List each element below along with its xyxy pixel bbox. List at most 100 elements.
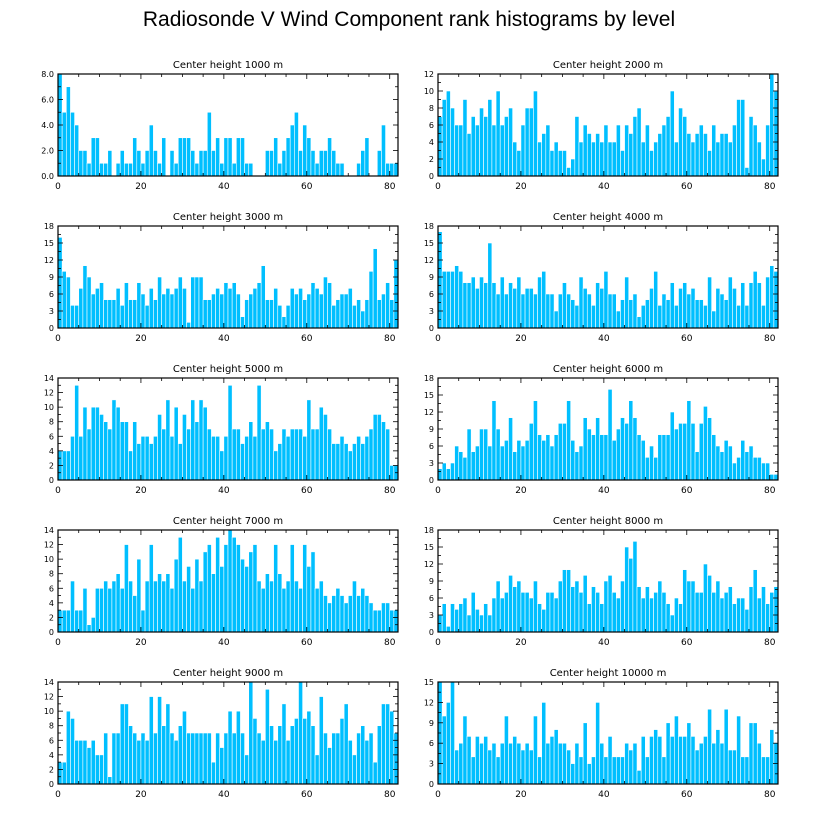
histogram-bar bbox=[545, 124, 551, 177]
histogram-bar bbox=[732, 603, 737, 633]
histogram-bar bbox=[765, 462, 771, 481]
histogram-bar bbox=[566, 569, 571, 633]
histogram-bar bbox=[740, 440, 746, 481]
histogram-bar bbox=[703, 305, 708, 329]
chart-panel-7: Center height 7000 m 0 20 40 60 80 0 2 4 6 8 10 12 14 bbox=[44, 516, 399, 648]
histogram-bar bbox=[347, 450, 353, 481]
histogram-bar bbox=[314, 428, 320, 481]
histogram-bar bbox=[504, 116, 509, 177]
x-tick-label: 0 bbox=[435, 790, 441, 800]
histogram-bar bbox=[256, 580, 262, 633]
histogram-bar bbox=[512, 141, 518, 177]
histogram-bar bbox=[360, 150, 366, 177]
histogram-bar bbox=[177, 276, 183, 329]
x-tick-label: 0 bbox=[55, 182, 61, 192]
histogram-bar bbox=[277, 573, 283, 633]
histogram-bar bbox=[549, 592, 555, 633]
histogram-bar bbox=[57, 761, 63, 785]
panel-title: Center height 4000 m bbox=[553, 212, 663, 223]
y-tick-label: 3 bbox=[429, 611, 434, 620]
histogram-bar bbox=[65, 609, 71, 633]
histogram-bar bbox=[327, 137, 332, 177]
histogram-bar bbox=[686, 722, 692, 785]
histogram-bar bbox=[553, 729, 559, 785]
histogram-bar bbox=[628, 400, 634, 481]
histogram-bar bbox=[223, 732, 229, 785]
histogram-bar bbox=[157, 573, 162, 633]
histogram-bar bbox=[624, 423, 630, 481]
histogram-bar bbox=[78, 288, 84, 329]
histogram-bar bbox=[533, 715, 538, 785]
histogram-bar bbox=[756, 597, 762, 633]
histogram-bar bbox=[343, 602, 349, 633]
histogram-bar bbox=[269, 580, 274, 633]
histogram-bar bbox=[70, 435, 75, 481]
histogram-bar bbox=[302, 299, 308, 329]
histogram-bar bbox=[119, 587, 125, 633]
histogram-bar bbox=[314, 288, 320, 329]
x-tick-label: 20 bbox=[135, 334, 147, 344]
histogram-bar bbox=[454, 124, 460, 177]
histogram-bar bbox=[285, 435, 291, 481]
histogram-bar bbox=[640, 141, 646, 177]
histogram-bar bbox=[265, 299, 270, 329]
histogram-bar bbox=[206, 732, 212, 785]
histogram-bar bbox=[483, 282, 489, 329]
x-tick-label: 60 bbox=[301, 182, 313, 192]
histogram-bar bbox=[65, 86, 71, 177]
histogram-bar bbox=[140, 162, 146, 177]
histogram-bar bbox=[323, 732, 328, 785]
histogram-bar bbox=[376, 299, 382, 329]
histogram-bar bbox=[95, 587, 100, 633]
x-tick-label: 60 bbox=[301, 638, 313, 648]
histogram-bar bbox=[124, 162, 129, 177]
histogram-bar bbox=[70, 718, 75, 785]
histogram-bar bbox=[277, 725, 283, 785]
histogram-bar bbox=[582, 575, 588, 633]
histogram-bar bbox=[674, 428, 679, 481]
histogram-bar bbox=[198, 732, 204, 785]
histogram-bar bbox=[499, 276, 505, 329]
histogram-bar bbox=[115, 732, 121, 785]
x-tick-label: 60 bbox=[681, 182, 693, 192]
histogram-bar bbox=[103, 162, 109, 177]
histogram-bar bbox=[520, 124, 526, 177]
histogram-bar bbox=[541, 609, 547, 633]
histogram-bar bbox=[570, 299, 576, 329]
histogram-bar bbox=[119, 150, 125, 177]
y-tick-label: 18 bbox=[44, 222, 54, 231]
histogram-bar bbox=[153, 580, 158, 633]
histogram-bar bbox=[95, 288, 100, 329]
histogram-bar bbox=[103, 299, 109, 329]
histogram-bar bbox=[223, 544, 229, 633]
histogram-bar bbox=[773, 586, 779, 633]
histogram-bar bbox=[314, 754, 320, 785]
histogram-bar bbox=[694, 299, 700, 329]
histogram-bar bbox=[483, 603, 489, 633]
x-tick-label: 40 bbox=[218, 182, 230, 192]
histogram-bar bbox=[649, 288, 654, 329]
histogram-bar bbox=[578, 445, 584, 481]
histogram-bar bbox=[173, 558, 179, 633]
histogram-bar bbox=[761, 462, 766, 481]
histogram-bar bbox=[252, 288, 258, 329]
histogram-bar bbox=[545, 592, 551, 633]
histogram-bar bbox=[487, 614, 493, 633]
histogram-bar bbox=[475, 288, 480, 329]
histogram-bar bbox=[202, 406, 208, 481]
histogram-bar bbox=[161, 428, 167, 481]
histogram-bar bbox=[740, 597, 746, 633]
x-tick-label: 80 bbox=[764, 790, 776, 800]
histogram-bar bbox=[761, 586, 766, 633]
histogram-bar bbox=[153, 150, 158, 177]
histogram-bar bbox=[541, 133, 547, 177]
histogram-bar bbox=[591, 586, 596, 633]
histogram-bar bbox=[512, 586, 518, 633]
histogram-bar bbox=[231, 536, 237, 633]
y-tick-label: 0 bbox=[429, 628, 434, 637]
histogram-bar bbox=[70, 111, 75, 177]
histogram-bar bbox=[599, 603, 605, 633]
histogram-bar bbox=[582, 124, 588, 177]
histogram-bar bbox=[599, 742, 605, 785]
